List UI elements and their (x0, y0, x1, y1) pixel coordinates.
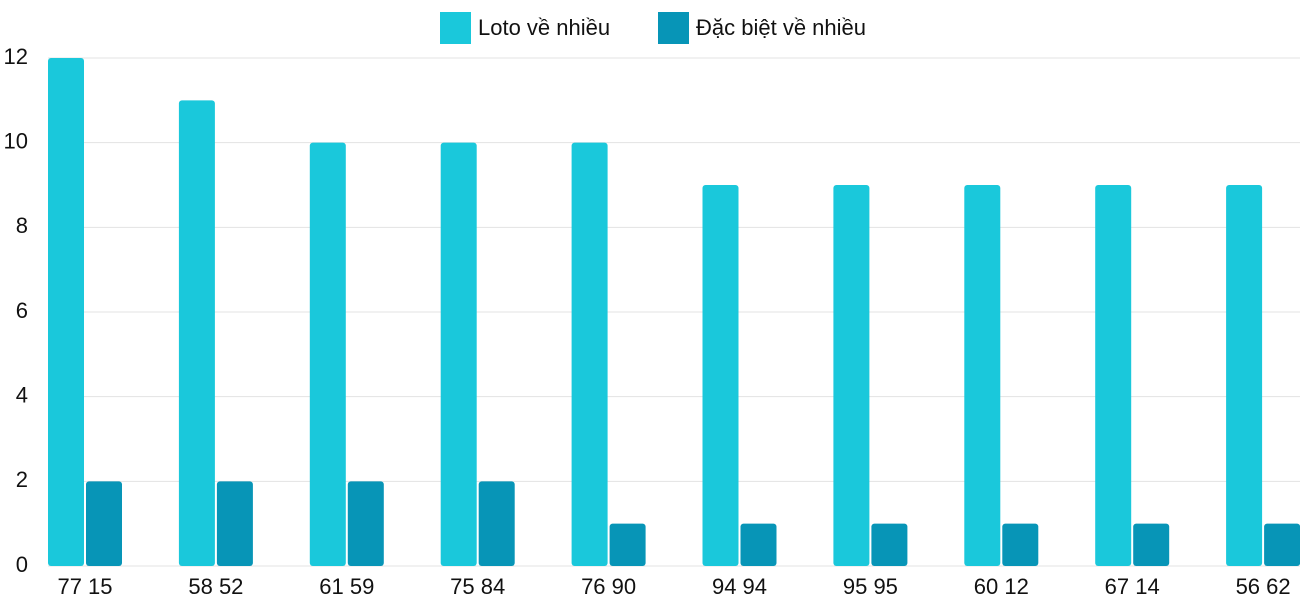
legend-swatch (658, 12, 689, 44)
y-tick-label: 4 (16, 382, 28, 407)
bar (178, 100, 215, 566)
bar (833, 185, 870, 566)
y-tick-label: 6 (16, 298, 28, 323)
bar (964, 185, 1001, 566)
bar (347, 481, 384, 566)
x-tick-label: 95 95 (843, 574, 898, 599)
bar (1133, 523, 1170, 566)
x-tick-label: 67 14 (1105, 574, 1160, 599)
y-tick-label: 10 (4, 128, 28, 153)
bar (1264, 523, 1300, 566)
x-tick-label: 75 84 (450, 574, 505, 599)
bar (440, 142, 477, 566)
bar (1002, 523, 1039, 566)
bar (609, 523, 646, 566)
bar (478, 481, 515, 566)
y-tick-label: 8 (16, 213, 28, 238)
y-tick-label: 2 (16, 467, 28, 492)
bar (1095, 185, 1132, 566)
legend-label: Đặc biệt về nhiều (696, 15, 866, 40)
x-tick-label: 94 94 (712, 574, 767, 599)
bar (86, 481, 122, 566)
bar (740, 523, 777, 566)
x-tick-label: 58 52 (188, 574, 243, 599)
x-tick-label: 56 62 (1236, 574, 1291, 599)
bar (571, 142, 608, 566)
bar (309, 142, 346, 566)
bar (871, 523, 908, 566)
bar (1226, 185, 1263, 566)
x-tick-label: 76 90 (581, 574, 636, 599)
legend-label: Loto về nhiều (478, 15, 610, 40)
y-tick-label: 12 (4, 44, 28, 69)
y-tick-label: 0 (16, 552, 28, 577)
bar (216, 481, 253, 566)
x-tick-label: 60 12 (974, 574, 1029, 599)
legend-swatch (440, 12, 471, 44)
x-tick-label: 77 15 (57, 574, 112, 599)
bar (48, 58, 84, 566)
x-tick-label: 61 59 (319, 574, 374, 599)
bar (702, 185, 739, 566)
